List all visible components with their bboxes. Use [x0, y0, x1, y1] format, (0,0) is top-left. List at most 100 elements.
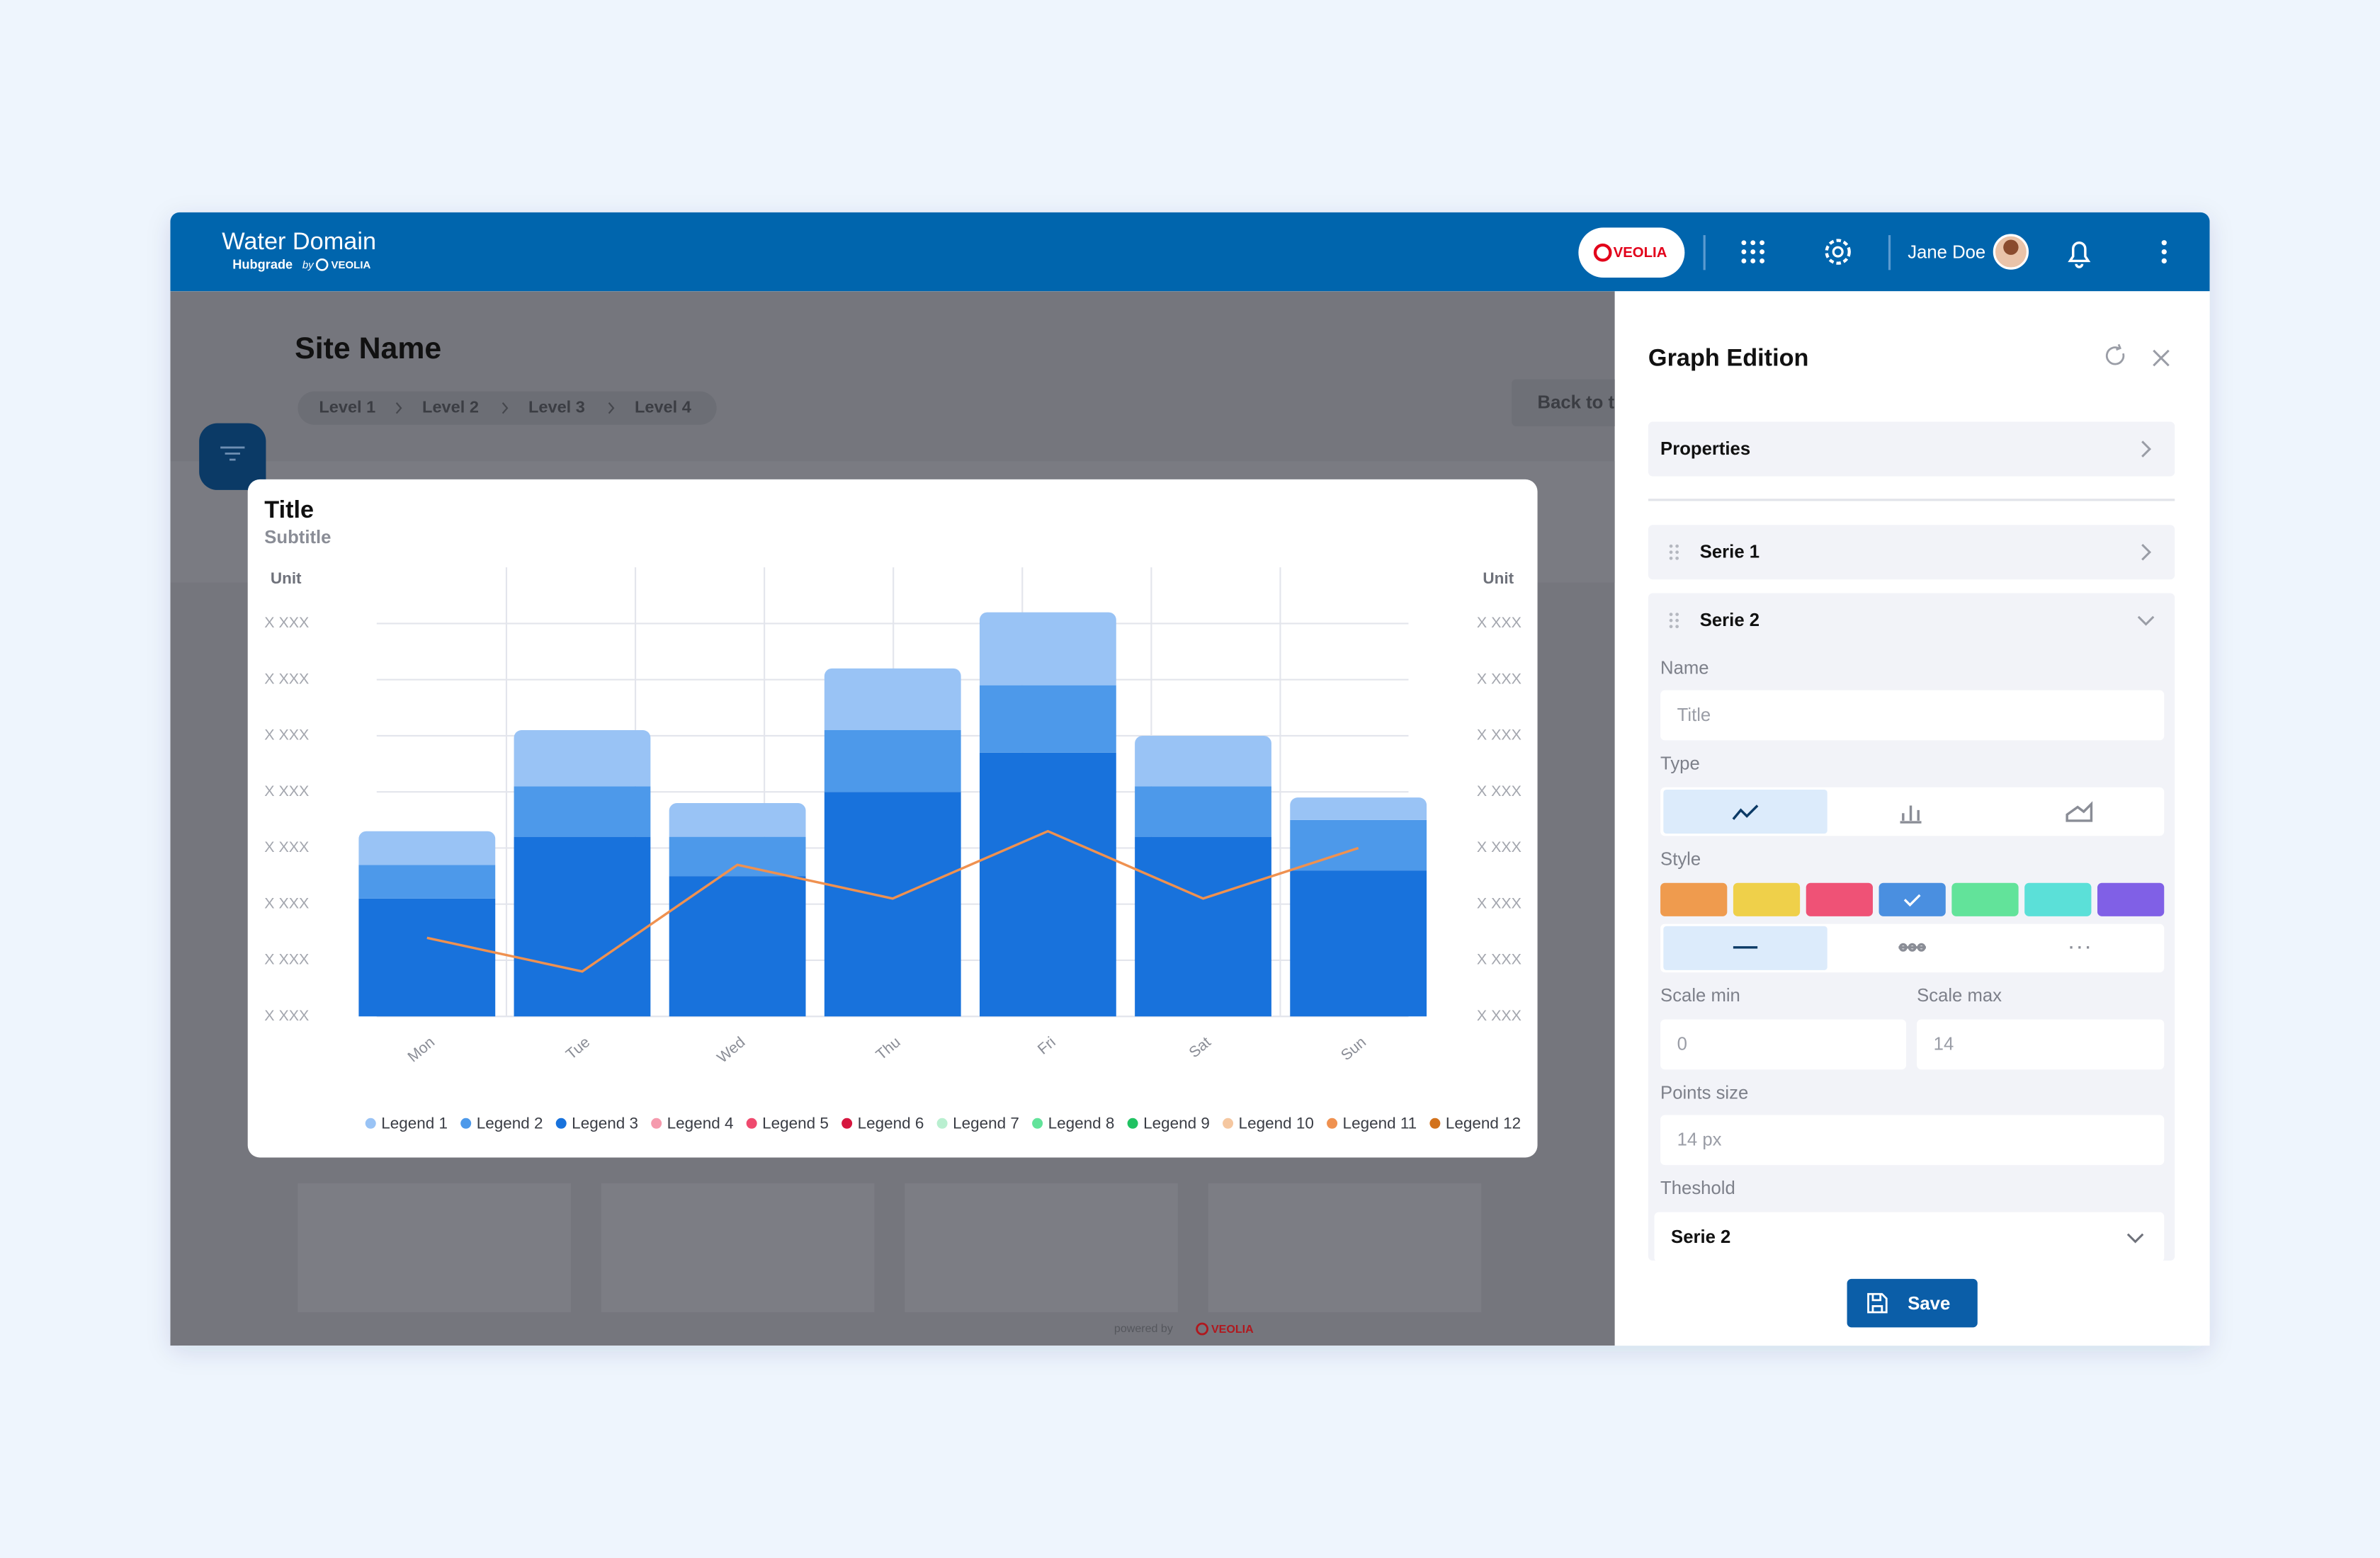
input-field[interactable] [1654, 1212, 2165, 1263]
segment-icon [1900, 805, 1922, 824]
breadcrumb-item: Level 1 [319, 397, 375, 416]
input-field[interactable] [1660, 1019, 1907, 1070]
apps-dot [1741, 240, 1747, 246]
y-tick-label: X XXX [264, 727, 309, 744]
save-button[interactable]: Save [1847, 1278, 1978, 1328]
swatch-check [1903, 894, 1921, 907]
filter-button[interactable] [199, 423, 266, 490]
legend-label: Legend 6 [858, 1114, 924, 1132]
segment-button[interactable] [1831, 926, 1995, 970]
bar-segment [979, 685, 1116, 753]
bar-segment [514, 786, 651, 837]
bar-segment [824, 792, 961, 1017]
serie-2-section-label: Serie 2 [1700, 610, 1760, 630]
notifications-button[interactable] [2068, 241, 2091, 268]
serie-1-section-chevron [2141, 543, 2152, 561]
bar-segment [669, 803, 806, 837]
legend-label: Legend 10 [1239, 1114, 1314, 1132]
input-field[interactable] [1917, 1019, 2165, 1070]
y-tick-label: X XXX [264, 670, 309, 687]
color-swatch[interactable] [2024, 882, 2092, 916]
bar-segment [358, 831, 496, 865]
apps-dot [1760, 258, 1765, 263]
select-chevron [2126, 1233, 2144, 1244]
legend-label: Legend 8 [1048, 1114, 1115, 1132]
product-name: Hubgrade [232, 258, 293, 272]
y2-tick-label: X XXX [1477, 670, 1522, 687]
segment-button[interactable] [1831, 790, 1995, 834]
bar-segment [358, 898, 496, 1017]
ghost-card [298, 1183, 571, 1312]
save-button-bg [1847, 1278, 1978, 1328]
back-button[interactable] [1512, 379, 1648, 426]
bar-segment [824, 730, 961, 792]
y-tick-label: X XXX [264, 614, 309, 631]
veolia-badge[interactable]: VEOLIA [1578, 227, 1685, 278]
apps-dot [1750, 249, 1756, 255]
color-swatch[interactable] [1733, 882, 1801, 916]
drag-handle-dot [1675, 556, 1679, 560]
input-value: 14 px [1677, 1130, 1722, 1150]
color-swatch[interactable] [1951, 882, 2019, 916]
footer-logo [1196, 1322, 1209, 1336]
y-tick-label: X XXX [264, 838, 309, 855]
settings-button[interactable] [1825, 239, 1851, 265]
segment-button[interactable] [2000, 926, 2163, 970]
bar-segment [1135, 836, 1271, 1017]
legend-label: Legend 3 [572, 1114, 638, 1132]
segment-button[interactable] [2000, 790, 2163, 834]
line-series [426, 829, 1359, 973]
legend-marker [555, 1118, 567, 1129]
legend-marker [460, 1118, 472, 1129]
color-swatch[interactable] [1660, 882, 1728, 916]
apps-button[interactable] [1741, 240, 1765, 263]
segment-button[interactable] [1663, 789, 1828, 834]
segment-icon [2066, 801, 2093, 822]
header-bar [170, 212, 2210, 292]
input-field[interactable] [1660, 1115, 2165, 1166]
drag-handle-dot [1675, 613, 1679, 616]
drag-handle-dot [1669, 618, 1673, 622]
drag-handle-dot [1669, 625, 1673, 629]
drag-handle-dot [1669, 544, 1673, 548]
legend-label: Legend 12 [1446, 1114, 1521, 1132]
y-tick-label: X XXX [264, 783, 309, 800]
save-label: Save [1908, 1294, 1950, 1314]
apps-dot [1760, 240, 1765, 246]
apps-dot [1741, 249, 1747, 255]
color-swatch[interactable] [1878, 882, 1946, 916]
y2-tick-label: X XXX [1477, 1007, 1522, 1024]
breadcrumb-chevron [395, 402, 402, 414]
legend-label: Legend 7 [953, 1114, 1019, 1132]
y2-tick-label: X XXX [1477, 783, 1522, 800]
input-value: 0 [1677, 1035, 1687, 1054]
serie-1-section[interactable]: Serie 1 [1648, 525, 2175, 580]
serie-1-section-bg [1648, 525, 2175, 580]
drag-handle-dot [1675, 550, 1679, 555]
drag-handle-dot [1669, 550, 1673, 555]
bar-segment [1135, 735, 1271, 787]
y-unit: Unit [271, 569, 302, 587]
gear-ring [1825, 239, 1851, 265]
color-swatch[interactable] [1806, 882, 1873, 916]
field-label: Style [1660, 849, 1701, 869]
segment-button[interactable] [1663, 926, 1828, 970]
reset-button[interactable] [2105, 343, 2125, 365]
segment-icon [1732, 804, 1759, 820]
app-title: Water Domain [222, 228, 376, 255]
input-field[interactable] [1660, 690, 2165, 741]
bar-segment [1290, 819, 1427, 871]
apps-dot [1750, 258, 1756, 263]
save-icon [1867, 1292, 1888, 1314]
kebab-dot [2161, 258, 2167, 264]
close-button[interactable] [2153, 349, 2170, 367]
legend-label: Legend 11 [1343, 1114, 1417, 1132]
brand-logo [315, 258, 329, 271]
properties-section[interactable]: Properties [1648, 421, 2175, 477]
legend-label: Legend 1 [381, 1114, 448, 1132]
more-button[interactable] [2161, 240, 2167, 264]
y2-tick-label: X XXX [1477, 727, 1522, 744]
apps-dot [1741, 258, 1747, 263]
back-button-label: Back to t [1538, 393, 1615, 413]
color-swatch[interactable] [2097, 882, 2165, 916]
